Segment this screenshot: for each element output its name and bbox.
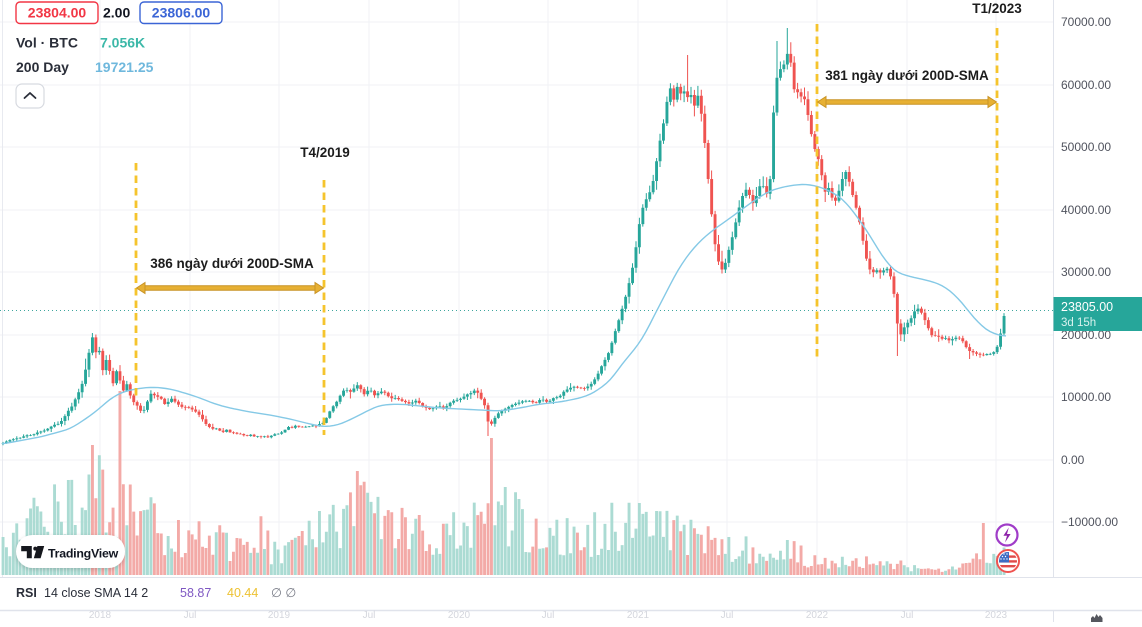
svg-text:10000.00: 10000.00 bbox=[1061, 390, 1111, 404]
svg-text:T1/2023: T1/2023 bbox=[972, 1, 1022, 16]
svg-text:Jul: Jul bbox=[721, 610, 734, 621]
svg-text:Jul: Jul bbox=[363, 610, 376, 621]
svg-text:2022: 2022 bbox=[806, 610, 829, 621]
svg-text:58.87: 58.87 bbox=[180, 586, 211, 600]
svg-text:381 ngày dưới 200D-SMA: 381 ngày dưới 200D-SMA bbox=[825, 68, 989, 83]
svg-text:2021: 2021 bbox=[627, 610, 650, 621]
svg-text:50000.00: 50000.00 bbox=[1061, 140, 1111, 154]
svg-text:2019: 2019 bbox=[268, 610, 291, 621]
svg-text:14 close SMA 14 2: 14 close SMA 14 2 bbox=[44, 586, 148, 600]
svg-text:2023: 2023 bbox=[985, 610, 1008, 621]
svg-text:7.056K: 7.056K bbox=[100, 35, 145, 51]
svg-text:60000.00: 60000.00 bbox=[1061, 78, 1111, 92]
svg-text:TradingView: TradingView bbox=[48, 547, 119, 561]
svg-text:2.00: 2.00 bbox=[103, 5, 130, 21]
svg-text:23806.00: 23806.00 bbox=[152, 5, 211, 21]
svg-text:−10000.00: −10000.00 bbox=[1061, 515, 1118, 529]
svg-text:RSI: RSI bbox=[16, 586, 37, 600]
svg-text:2020: 2020 bbox=[448, 610, 471, 621]
svg-text:23805.00: 23805.00 bbox=[1061, 300, 1113, 314]
svg-text:Jul: Jul bbox=[184, 610, 197, 621]
svg-text:40000.00: 40000.00 bbox=[1061, 203, 1111, 217]
svg-text:Jul: Jul bbox=[542, 610, 555, 621]
svg-text:40.44: 40.44 bbox=[227, 586, 258, 600]
svg-text:Jul: Jul bbox=[901, 610, 914, 621]
svg-text:3d 15h: 3d 15h bbox=[1061, 317, 1096, 329]
svg-text:19721.25: 19721.25 bbox=[95, 59, 154, 75]
svg-text:Vol · BTC: Vol · BTC bbox=[16, 35, 78, 51]
svg-text:70000.00: 70000.00 bbox=[1061, 15, 1111, 29]
svg-text:2018: 2018 bbox=[89, 610, 112, 621]
svg-text:200 Day: 200 Day bbox=[16, 59, 69, 75]
svg-text:∅ ∅: ∅ ∅ bbox=[271, 586, 296, 600]
svg-text:30000.00: 30000.00 bbox=[1061, 265, 1111, 279]
svg-text:386 ngày dưới 200D-SMA: 386 ngày dưới 200D-SMA bbox=[150, 256, 314, 271]
svg-text:T4/2019: T4/2019 bbox=[300, 145, 350, 160]
svg-text:0.00: 0.00 bbox=[1061, 453, 1085, 467]
svg-text:23804.00: 23804.00 bbox=[28, 5, 87, 21]
